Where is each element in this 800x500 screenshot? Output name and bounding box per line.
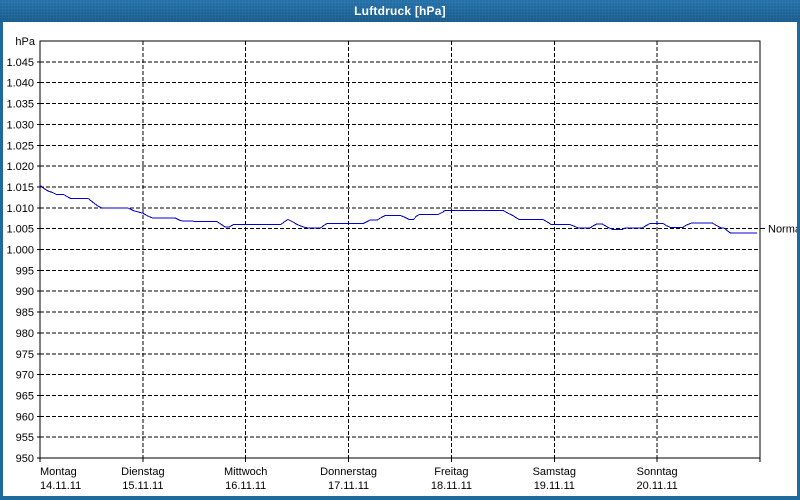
day-label: Dienstag: [121, 466, 164, 478]
day-label: Freitag: [434, 466, 468, 478]
y-tick-label: 1.035: [6, 99, 34, 111]
y-tick-label: 995: [16, 265, 34, 277]
date-label: 19.11.11: [534, 480, 575, 492]
y-tick-label: 1.030: [6, 119, 34, 131]
date-label: 18.11.11: [431, 480, 472, 492]
normal-label: Normal: [768, 224, 797, 236]
y-tick-label: 960: [16, 411, 34, 423]
window-title: Luftdruck [hPa]: [354, 4, 446, 18]
y-tick-label: 1.005: [6, 224, 34, 236]
chart-canvas: 1.045 1.040 1.035 1.030 1.025 1.020 1.015 1.010…: [6, 36, 800, 492]
y-tick-label: 1.045: [6, 57, 34, 69]
date-label: 14.11.11: [40, 480, 81, 492]
date-label: 20.11.11: [637, 480, 678, 492]
y-tick-label: 1.040: [6, 78, 34, 90]
day-label: Montag: [40, 466, 77, 478]
date-label: 15.11.11: [122, 480, 163, 492]
date-label: 17.11.11: [328, 480, 369, 492]
day-label: Mittwoch: [224, 466, 267, 478]
y-tick-label: 1.025: [6, 140, 34, 152]
y-tick-label: 965: [16, 390, 34, 402]
y-tick-label: 990: [16, 286, 34, 298]
plot-border: [39, 40, 761, 459]
y-tick-label: 1.015: [6, 182, 34, 194]
pressure-line: [39, 184, 757, 234]
y-tick-label: 1.020: [6, 161, 34, 173]
y-tick-label: 970: [16, 370, 34, 382]
y-tick-label: 955: [16, 432, 34, 444]
y-tick-label: 1.010: [6, 203, 34, 215]
day-label: Sonntag: [637, 466, 678, 478]
title-bar[interactable]: Luftdruck [hPa]: [0, 0, 800, 22]
y-tick-label: 950: [16, 453, 34, 465]
y-tick-label: 975: [16, 349, 34, 361]
y-tick-label: 985: [16, 307, 34, 319]
y-axis-unit-label: hPa: [15, 36, 35, 48]
day-label: Donnerstag: [320, 466, 377, 478]
y-tick-label: 980: [16, 328, 34, 340]
y-tick-label: 1.000: [6, 245, 34, 257]
date-label: 16.11.11: [225, 480, 266, 492]
chart-panel: 1.045 1.040 1.035 1.030 1.025 1.020 1.015 1.010…: [3, 22, 800, 496]
day-label: Samstag: [533, 466, 576, 478]
